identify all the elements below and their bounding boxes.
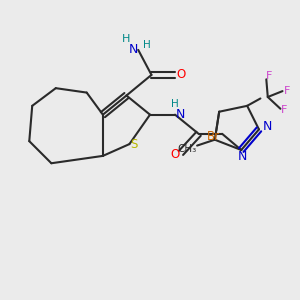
Text: N: N	[238, 150, 247, 163]
Text: O: O	[176, 68, 185, 81]
Text: S: S	[131, 138, 138, 151]
Text: F: F	[266, 71, 272, 81]
Text: H: H	[142, 40, 150, 50]
Text: N: N	[129, 43, 139, 56]
Text: O: O	[170, 148, 180, 161]
Text: CH₃: CH₃	[177, 143, 196, 154]
Text: H: H	[171, 99, 178, 110]
Text: Br: Br	[207, 130, 220, 143]
Text: F: F	[281, 105, 287, 115]
Text: F: F	[284, 86, 290, 96]
Text: N: N	[175, 108, 185, 121]
Text: H: H	[122, 34, 130, 44]
Text: N: N	[262, 120, 272, 133]
